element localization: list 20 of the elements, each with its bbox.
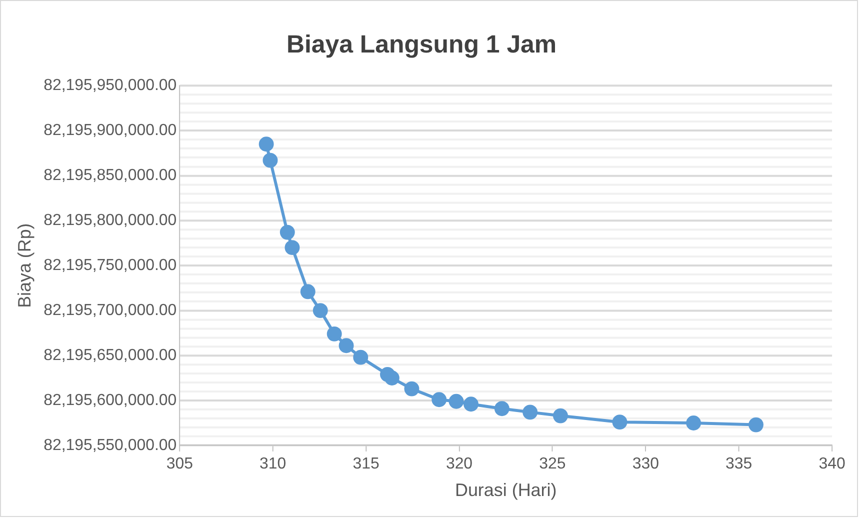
y-tick-label: 82,195,800,000.00 <box>44 212 177 229</box>
x-axis-title: Durasi (Hari) <box>454 480 557 500</box>
y-tick-label: 82,195,850,000.00 <box>44 167 177 184</box>
y-tick-label: 82,195,950,000.00 <box>44 77 177 94</box>
y-tick-label: 82,195,600,000.00 <box>44 392 177 409</box>
y-tick-label: 82,195,900,000.00 <box>44 122 177 140</box>
y-tick-label: 82,195,700,000.00 <box>44 302 177 319</box>
x-tick-label: 340 <box>818 455 846 472</box>
x-tick-label: 335 <box>726 455 752 472</box>
x-tick-label: 320 <box>446 455 473 472</box>
x-tick-label: 325 <box>539 455 566 472</box>
chart-title: Biaya Langsung 1 Jam <box>286 30 557 59</box>
x-tick-label: 330 <box>632 455 660 472</box>
x-tick-label: 305 <box>166 455 194 472</box>
y-tick-label: 82,195,750,000.00 <box>44 256 177 274</box>
y-axis-title: Biaya (Rp) <box>14 223 35 308</box>
x-tick-label: 315 <box>352 455 380 472</box>
x-tick-label: 310 <box>260 455 286 472</box>
y-tick-label: 82,195,550,000.00 <box>44 436 177 454</box>
y-tick-label: 82,195,650,000.00 <box>44 346 177 364</box>
